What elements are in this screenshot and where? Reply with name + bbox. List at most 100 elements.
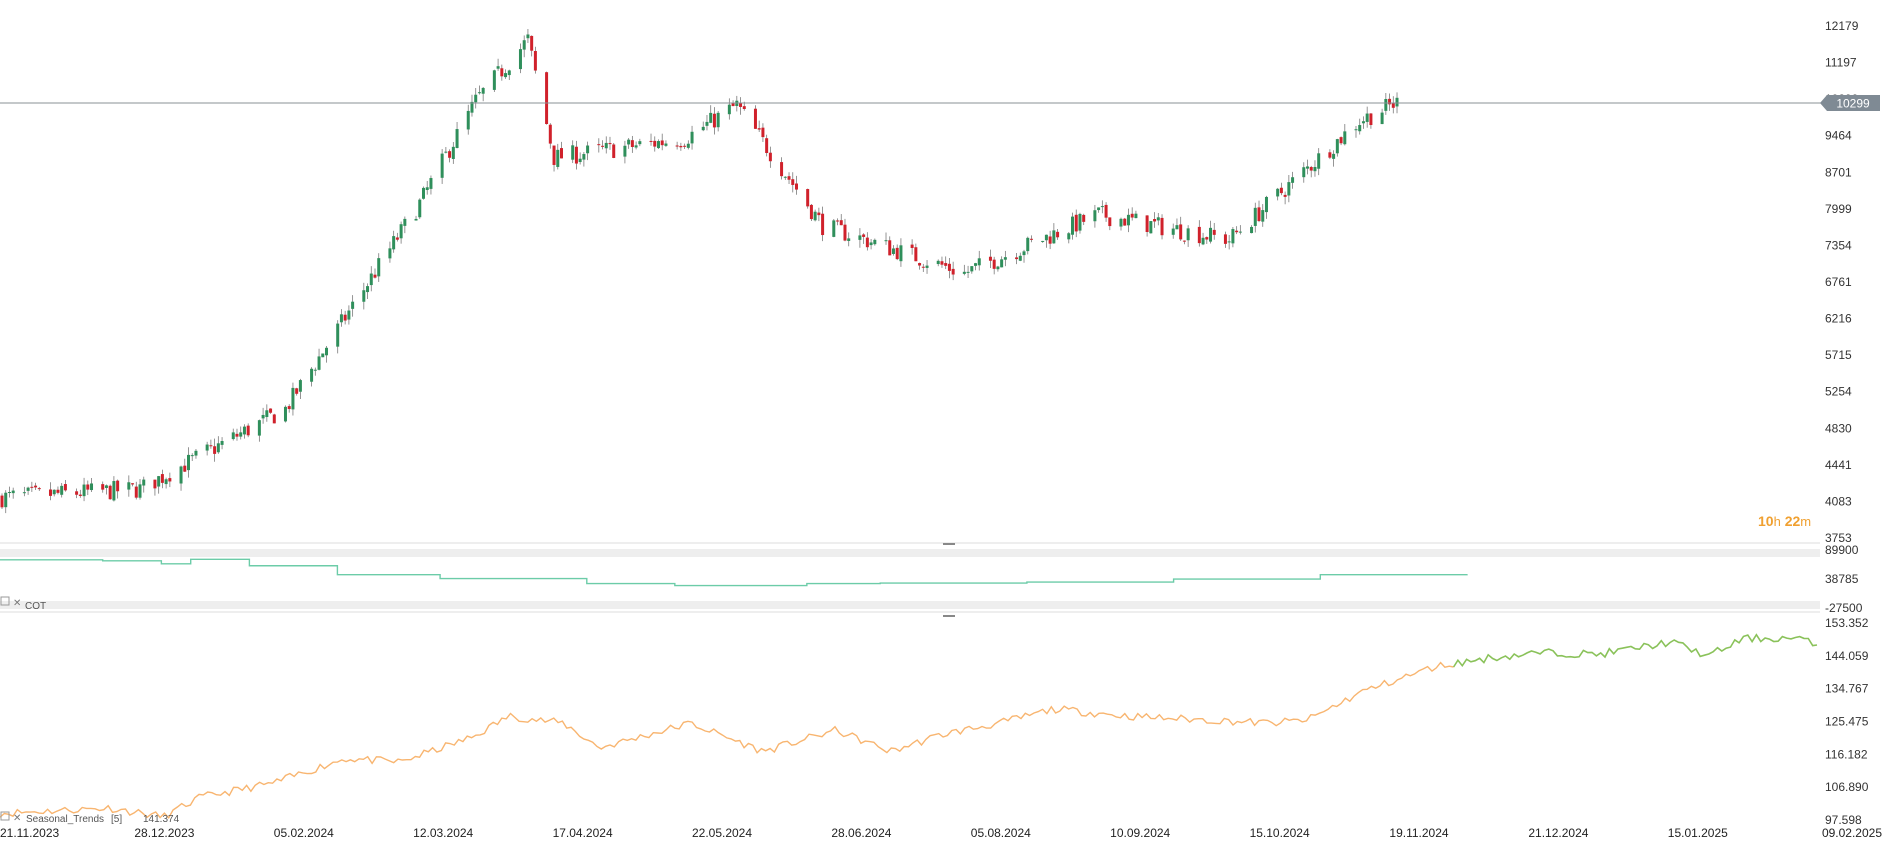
candle [925, 260, 929, 274]
candle [455, 122, 459, 149]
cot-top-band [0, 549, 1820, 557]
candle [675, 141, 679, 150]
x-tick-label: 28.12.2023 [134, 826, 194, 840]
candle [1343, 124, 1347, 146]
candle [966, 265, 970, 278]
candle-body-down [1279, 187, 1283, 194]
candle [421, 186, 425, 200]
candle-body-down [108, 485, 112, 500]
y-tick-label: 7354 [1825, 238, 1852, 252]
candle [257, 419, 261, 442]
candle-countdown: 10h 22m [1758, 513, 1811, 529]
cot-axis: 89900 38785 -27500 [1825, 543, 1863, 615]
candle-body-up [1361, 121, 1365, 124]
candle-body-up [858, 235, 862, 240]
candle-body-up [884, 240, 888, 242]
y-tick-label: 38785 [1825, 572, 1859, 586]
candle [753, 105, 757, 130]
candle [869, 238, 873, 250]
candle-body-up [578, 158, 582, 163]
candle-body-down [888, 240, 892, 256]
candle [1048, 230, 1052, 250]
candle [1130, 207, 1134, 221]
close-icon[interactable]: ✕ [13, 598, 21, 609]
candle [530, 35, 534, 57]
candle [865, 232, 869, 251]
candle [545, 71, 549, 125]
candle [34, 482, 38, 491]
candle-body-up [873, 239, 877, 245]
candle-body-down [1029, 238, 1033, 240]
candle-body-up [1306, 166, 1309, 169]
candle [1361, 116, 1365, 129]
candle-body-up [1149, 221, 1153, 234]
seasonal-name: Seasonal_Trends [26, 814, 104, 825]
candle [1119, 217, 1123, 231]
candle [627, 138, 631, 149]
candle-body-down [1197, 226, 1201, 244]
candle-body-up [127, 482, 131, 490]
candle [131, 483, 135, 487]
candle [727, 98, 731, 120]
candle [168, 472, 172, 488]
candle-body-up [261, 414, 265, 419]
candle [601, 140, 605, 150]
candle [1186, 225, 1190, 247]
candle [1223, 231, 1227, 248]
candle-body-down [918, 263, 922, 266]
candle [351, 295, 355, 317]
candle [739, 97, 743, 115]
candle-body-down [1235, 230, 1239, 233]
candle-body-down [988, 256, 992, 261]
candle [653, 136, 657, 152]
candle [712, 107, 716, 135]
candle-body-up [104, 485, 108, 488]
seasonal-params: [5] [111, 814, 122, 825]
candle-body-down [37, 488, 41, 490]
candle-body-up [90, 483, 94, 491]
candle [347, 305, 351, 325]
candle [862, 233, 866, 244]
candle [817, 207, 821, 222]
indicator-settings-icon[interactable] [0, 596, 10, 606]
countdown-hours-unit: h [1773, 514, 1781, 529]
candle-body-up [690, 131, 694, 144]
candle [899, 238, 903, 267]
candle-body-down [1145, 215, 1149, 233]
candle [187, 447, 190, 478]
candle-body-down [951, 268, 955, 275]
candle-body-up [1175, 225, 1179, 230]
candle-body-up [283, 406, 287, 422]
candle [310, 367, 314, 387]
x-tick-label: 15.01.2025 [1668, 826, 1728, 840]
candle [951, 261, 955, 281]
candle [1391, 96, 1395, 114]
candle [809, 204, 813, 221]
candle-body-down [757, 128, 761, 130]
candle [283, 405, 287, 423]
date-axis: 21.11.2023 28.12.2023 05.02.2024 12.03.2024… [0, 826, 1882, 840]
y-tick-label: 153.352 [1825, 616, 1869, 630]
candle [1235, 226, 1239, 235]
panel-resize-handle[interactable] [943, 615, 955, 617]
candle [138, 479, 142, 500]
y-tick-label: 8701 [1825, 165, 1852, 179]
y-tick-label: 106.890 [1825, 780, 1869, 794]
candle-body-down [131, 483, 135, 485]
candle [940, 256, 944, 268]
candle [1093, 204, 1097, 228]
y-tick-label: 11197 [1825, 56, 1857, 70]
candle [90, 477, 94, 493]
candle [1123, 217, 1127, 226]
indicator-settings-icon[interactable] [0, 811, 10, 821]
x-tick-label: 28.06.2024 [831, 826, 891, 840]
candle-body-up [1093, 210, 1097, 222]
candle-body-up [52, 489, 56, 495]
candle-body-up [582, 154, 586, 160]
candle [780, 157, 784, 180]
panel-resize-handle[interactable] [943, 543, 955, 545]
candle-body-up [522, 40, 526, 50]
candle-body-up [1276, 188, 1280, 197]
close-icon[interactable]: ✕ [13, 813, 21, 824]
